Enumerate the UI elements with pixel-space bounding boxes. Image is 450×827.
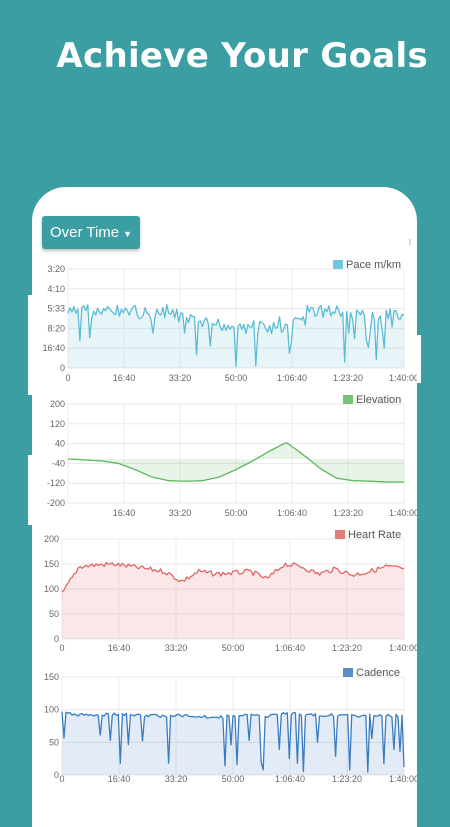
x-tick-label-heart_rate: 1:23:20 — [332, 643, 362, 653]
y-tick-label-elevation: 40 — [55, 439, 65, 449]
x-tick-label-heart_rate: 0 — [59, 643, 64, 653]
scrollbar[interactable] — [409, 239, 411, 245]
y-tick-label-cadence: 150 — [44, 672, 59, 682]
x-tick-label-elevation: 16:40 — [113, 508, 136, 518]
legend-label-elevation: Elevation — [356, 394, 401, 406]
x-tick-label-cadence: 50:00 — [222, 774, 245, 784]
y-tick-label-pace: 8:20 — [47, 323, 65, 333]
phone-side-button-right — [417, 335, 421, 383]
y-tick-label-elevation: 200 — [50, 399, 65, 409]
x-tick-label-cadence: 1:06:40 — [275, 774, 305, 784]
legend-label-heart_rate: Heart Rate — [348, 529, 401, 541]
y-tick-label-elevation: -40 — [52, 458, 65, 468]
area-fill-elevation — [68, 442, 404, 482]
y-tick-label-pace: 16:40 — [42, 343, 65, 353]
over-time-dropdown-button[interactable]: Over Time ▼ — [42, 216, 140, 249]
over-time-label: Over Time — [49, 224, 120, 241]
y-tick-label-pace: 5:33 — [47, 304, 65, 314]
y-tick-label-heart_rate: 100 — [44, 584, 59, 594]
x-tick-label-pace: 1:40:00 — [389, 373, 417, 383]
y-tick-label-cadence: 100 — [44, 705, 59, 715]
x-tick-label-cadence: 1:40:00 — [389, 774, 417, 784]
x-tick-label-heart_rate: 50:00 — [222, 643, 245, 653]
series-line-pace — [67, 304, 405, 368]
x-tick-label-pace: 16:40 — [113, 373, 136, 383]
series-line-cadence — [61, 711, 405, 773]
y-tick-label-heart_rate: 200 — [44, 534, 59, 544]
y-tick-label-cadence: 0 — [54, 770, 59, 780]
x-tick-label-pace: 1:06:40 — [277, 373, 307, 383]
caret-down-icon: ▼ — [123, 228, 133, 239]
y-tick-label-pace: 3:20 — [47, 264, 65, 274]
x-tick-label-pace: 0 — [65, 373, 70, 383]
legend-label-pace: Pace m/km — [346, 259, 401, 271]
phone-side-button-left-upper — [28, 295, 32, 395]
legend-label-cadence: Cadence — [356, 667, 400, 679]
area-fill-heart_rate — [62, 562, 404, 639]
area-fill-cadence — [62, 711, 404, 775]
x-tick-label-elevation: 50:00 — [225, 508, 248, 518]
y-tick-label-heart_rate: 50 — [49, 609, 59, 619]
phone-screen: Over Time ▼ 3:20 4:10 5:33 8:20 16:40 0 0 16:40… — [32, 187, 417, 827]
x-tick-label-pace: 33:20 — [169, 373, 192, 383]
y-tick-label-pace: 4:10 — [47, 284, 65, 294]
y-tick-label-elevation: -200 — [47, 498, 65, 508]
y-tick-label-elevation: 120 — [50, 419, 65, 429]
x-tick-label-cadence: 16:40 — [108, 774, 131, 784]
y-tick-label-heart_rate: 0 — [54, 634, 59, 644]
legend-swatch-heart_rate — [335, 530, 345, 539]
x-tick-label-cadence: 1:23:20 — [332, 774, 362, 784]
series-line-heart_rate — [61, 561, 405, 593]
x-tick-label-elevation: 1:40:00 — [389, 508, 417, 518]
x-tick-label-elevation: 1:23:20 — [333, 508, 363, 518]
x-tick-label-heart_rate: 1:40:00 — [389, 643, 417, 653]
x-tick-label-heart_rate: 16:40 — [108, 643, 131, 653]
x-tick-label-pace: 50:00 — [225, 373, 248, 383]
x-tick-label-cadence: 0 — [59, 774, 64, 784]
legend-swatch-cadence — [343, 668, 353, 677]
y-tick-label-pace: 0 — [60, 363, 65, 373]
y-tick-label-elevation: -120 — [47, 478, 65, 488]
legend-swatch-pace — [333, 260, 343, 269]
x-tick-label-heart_rate: 1:06:40 — [275, 643, 305, 653]
x-tick-label-elevation: 1:06:40 — [277, 508, 307, 518]
headline: Achieve Your Goals — [56, 36, 428, 76]
x-tick-label-cadence: 33:20 — [165, 774, 188, 784]
series-line-elevation — [67, 442, 404, 483]
x-tick-label-heart_rate: 33:20 — [165, 643, 188, 653]
area-fill-pace — [68, 304, 404, 368]
x-tick-label-pace: 1:23:20 — [333, 373, 363, 383]
x-tick-label-elevation: 33:20 — [169, 508, 192, 518]
legend-swatch-elevation — [343, 395, 353, 404]
y-tick-label-heart_rate: 150 — [44, 559, 59, 569]
phone-side-button-left-lower — [28, 455, 32, 525]
y-tick-label-cadence: 50 — [49, 737, 59, 747]
